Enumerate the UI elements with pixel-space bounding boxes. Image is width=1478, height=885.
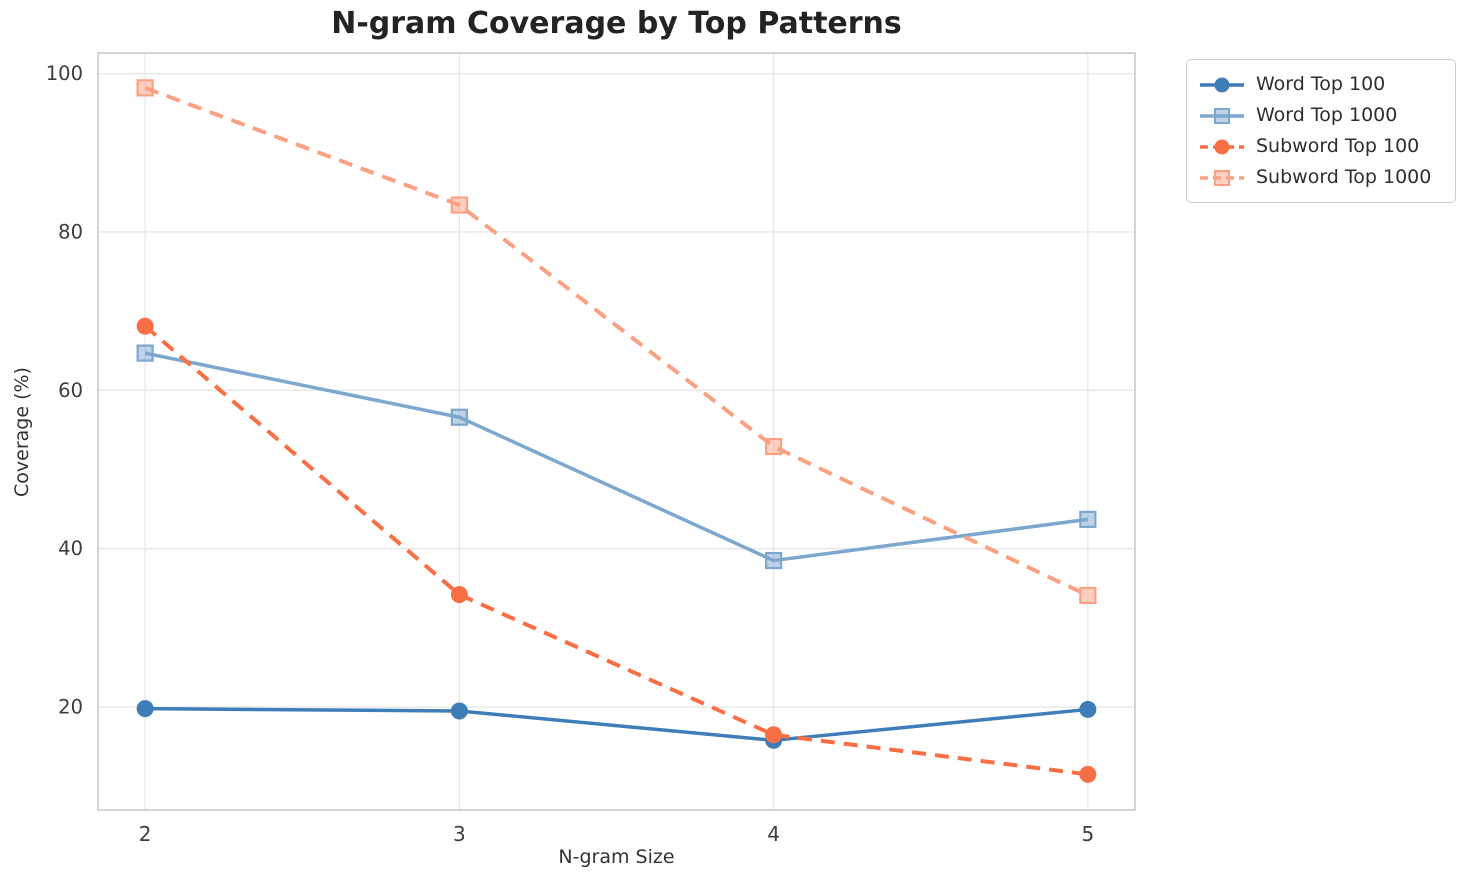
data-point-subword-top-1000 — [765, 437, 783, 456]
legend-label: Word Top 100 — [1256, 73, 1386, 95]
series-line-subword-top-100 — [143, 324, 1089, 777]
y-tick-label: 100 — [46, 62, 83, 85]
series-line-word-top-100 — [145, 706, 1089, 743]
legend-label: Subword Top 1000 — [1256, 166, 1432, 188]
legend-item-subword-top-100: Subword Top 100 — [1198, 131, 1441, 162]
x-tick-label: 3 — [453, 822, 466, 846]
data-point-subword-top-100 — [136, 317, 154, 335]
y-tick-label: 40 — [58, 537, 83, 560]
y-axis-label: Coverage (%) — [11, 367, 33, 497]
series-line-subword-top-1000 — [144, 85, 1089, 598]
data-point-subword-top-100 — [765, 726, 783, 744]
data-point-subword-top-100 — [450, 586, 468, 604]
x-axis-label: N-gram Size — [558, 846, 675, 868]
x-tick-label: 2 — [139, 822, 152, 846]
legend-item-word-top-1000: Word Top 1000 — [1198, 100, 1441, 131]
legend-item-word-top-100: Word Top 100 — [1198, 69, 1441, 100]
legend-label: Word Top 1000 — [1256, 104, 1398, 126]
data-point-subword-top-1000 — [1079, 586, 1097, 605]
x-tick-label: 5 — [1081, 822, 1094, 846]
data-point-word-top-1000 — [1079, 510, 1097, 528]
x-tick-label: 4 — [767, 822, 780, 846]
plot-border — [97, 52, 1136, 811]
data-point-subword-top-100 — [1079, 765, 1097, 783]
data-point-word-top-1000 — [136, 344, 154, 362]
data-point-word-top-100 — [450, 702, 468, 720]
legend-item-subword-top-1000: Subword Top 1000 — [1198, 162, 1441, 193]
chart-title: N-gram Coverage by Top Patterns — [331, 6, 902, 41]
legend-line-sample-subword-top-1000 — [1200, 169, 1244, 186]
legend-line-sample-subword-top-100 — [1200, 139, 1244, 154]
y-tick-label: 60 — [58, 379, 83, 402]
y-tick-label: 80 — [58, 220, 83, 243]
data-point-subword-top-1000 — [136, 79, 154, 97]
data-point-word-top-1000 — [450, 408, 468, 426]
data-point-word-top-100 — [1079, 700, 1097, 718]
data-point-word-top-1000 — [765, 551, 783, 570]
y-tick-label: 20 — [58, 696, 83, 719]
legend-label: Subword Top 100 — [1256, 135, 1420, 157]
legend: Word Top 100 Word Top 1000 Subword Top 1… — [1186, 59, 1456, 203]
data-point-word-top-100 — [136, 700, 154, 718]
data-point-subword-top-1000 — [450, 196, 468, 214]
legend-line-sample-word-top-100 — [1200, 77, 1244, 92]
legend-line-sample-word-top-1000 — [1200, 107, 1244, 124]
series-line-word-top-1000 — [144, 351, 1089, 563]
